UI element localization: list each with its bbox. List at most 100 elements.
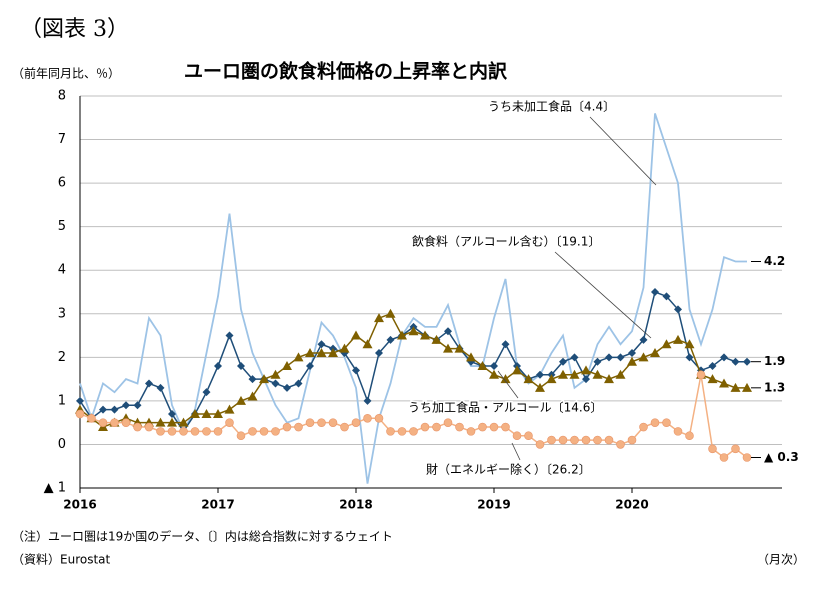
marker bbox=[489, 422, 499, 432]
marker bbox=[374, 313, 384, 323]
marker bbox=[627, 356, 637, 366]
marker bbox=[454, 343, 465, 353]
marker bbox=[582, 375, 590, 384]
annotation-leader bbox=[589, 116, 657, 186]
marker bbox=[673, 427, 683, 436]
marker bbox=[547, 435, 556, 445]
marker bbox=[490, 362, 498, 371]
marker bbox=[512, 431, 522, 441]
end-label: ▲ 0.3 bbox=[764, 450, 799, 464]
series-name: 飲食料（アルコール含む）〔19.1〕 bbox=[412, 234, 600, 249]
marker bbox=[386, 335, 395, 344]
marker bbox=[179, 427, 188, 436]
x-tick-label: 2020 bbox=[615, 498, 648, 512]
marker bbox=[202, 388, 211, 397]
marker bbox=[742, 382, 752, 392]
marker bbox=[156, 427, 165, 436]
marker bbox=[397, 427, 407, 436]
marker bbox=[616, 440, 625, 449]
marker bbox=[524, 431, 533, 441]
marker bbox=[283, 383, 291, 392]
marker bbox=[673, 334, 683, 344]
x-tick-label: 2019 bbox=[477, 498, 510, 512]
marker bbox=[213, 427, 223, 436]
marker bbox=[420, 330, 430, 340]
marker bbox=[99, 405, 107, 414]
marker bbox=[651, 288, 659, 296]
marker bbox=[328, 418, 338, 427]
marker bbox=[374, 414, 384, 423]
marker bbox=[294, 379, 303, 388]
marker bbox=[569, 369, 580, 379]
marker bbox=[133, 422, 142, 432]
marker bbox=[662, 418, 671, 427]
marker bbox=[523, 374, 534, 384]
marker bbox=[76, 396, 84, 405]
header: （図表 3） bbox=[20, 17, 129, 42]
marker bbox=[351, 330, 361, 340]
series-line bbox=[79, 374, 748, 459]
marker bbox=[375, 348, 383, 357]
end-label: 1.3 bbox=[764, 380, 785, 394]
marker bbox=[443, 343, 453, 353]
marker bbox=[650, 418, 660, 427]
marker bbox=[201, 408, 212, 418]
marker bbox=[730, 382, 741, 392]
x-tick-label: 2017 bbox=[201, 498, 234, 512]
marker bbox=[639, 335, 648, 344]
marker bbox=[432, 422, 441, 432]
marker bbox=[294, 422, 303, 432]
y-tick-label: ▲ 1 bbox=[44, 481, 66, 496]
marker bbox=[731, 357, 740, 366]
marker bbox=[408, 326, 419, 336]
marker bbox=[155, 417, 166, 427]
marker bbox=[362, 339, 373, 349]
marker bbox=[110, 405, 119, 414]
marker bbox=[363, 396, 372, 405]
marker bbox=[512, 365, 522, 375]
marker bbox=[167, 417, 177, 427]
marker bbox=[224, 404, 235, 414]
marker bbox=[178, 417, 189, 427]
y-axis-label: （前年同月比、％） bbox=[12, 66, 120, 81]
marker bbox=[167, 427, 177, 436]
marker bbox=[145, 379, 153, 388]
x-tick-label: 2016 bbox=[63, 498, 96, 512]
marker bbox=[593, 435, 602, 445]
marker bbox=[570, 353, 579, 362]
marker bbox=[282, 361, 292, 371]
marker bbox=[615, 369, 626, 379]
marker bbox=[731, 444, 740, 454]
annotation-leader bbox=[511, 442, 521, 461]
marker bbox=[168, 409, 176, 418]
marker bbox=[627, 435, 637, 445]
note: （注）ユーロ圏は19か国のデータ、〔〕内は総合指数に対するウェイト bbox=[12, 529, 393, 544]
marker bbox=[708, 444, 717, 454]
marker bbox=[282, 422, 292, 432]
marker bbox=[501, 422, 510, 432]
marker bbox=[316, 347, 327, 357]
marker bbox=[271, 379, 280, 388]
marker bbox=[546, 374, 557, 384]
source: （資料）Eurostat bbox=[12, 553, 111, 567]
marker bbox=[696, 370, 706, 380]
marker bbox=[317, 340, 326, 349]
marker bbox=[248, 427, 257, 436]
marker bbox=[536, 370, 544, 379]
marker bbox=[248, 375, 257, 384]
marker bbox=[397, 330, 407, 340]
marker bbox=[259, 427, 269, 436]
y-tick-label: 1 bbox=[58, 393, 66, 408]
marker bbox=[190, 427, 200, 436]
end-label: 1.9 bbox=[764, 354, 785, 368]
marker bbox=[202, 427, 211, 436]
marker bbox=[685, 353, 694, 362]
x-tick-label: 2018 bbox=[339, 498, 372, 512]
marker bbox=[489, 369, 499, 379]
marker bbox=[385, 308, 396, 318]
y-tick-label: 4 bbox=[58, 263, 66, 278]
marker bbox=[661, 339, 672, 349]
marker bbox=[133, 401, 142, 410]
marker bbox=[237, 362, 245, 371]
